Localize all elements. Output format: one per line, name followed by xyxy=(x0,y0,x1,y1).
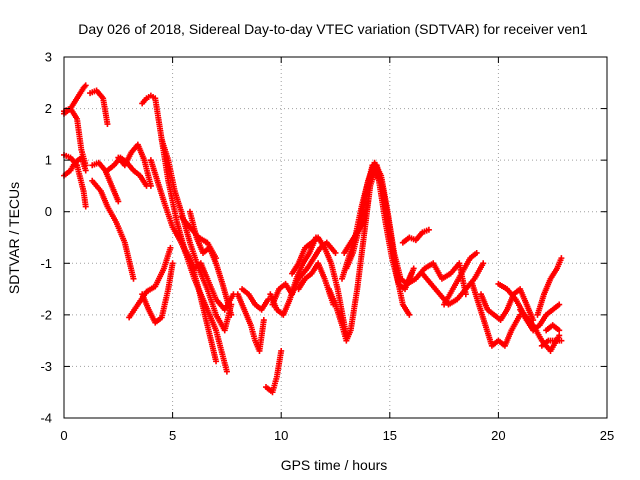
series-track-38 xyxy=(538,337,565,349)
chart-title: Day 026 of 2018, Sidereal Day-to-day VTE… xyxy=(78,21,588,37)
series-track-4 xyxy=(61,154,89,179)
data-point xyxy=(82,82,89,89)
series-track-27 xyxy=(343,162,415,293)
y-tick-label: -3 xyxy=(40,359,52,374)
data-point xyxy=(408,270,415,277)
series-track-28 xyxy=(341,198,372,256)
series-track-23 xyxy=(289,234,350,339)
data-point xyxy=(558,255,565,262)
y-tick-label: -1 xyxy=(40,256,52,271)
data-point xyxy=(480,260,487,267)
series-track-33 xyxy=(469,280,524,349)
data-point xyxy=(410,265,417,272)
data-point xyxy=(425,226,432,233)
y-axis-label: SDTVAR / TECUs xyxy=(6,182,22,294)
data-point xyxy=(169,260,176,267)
data-point xyxy=(473,249,480,256)
series-track-11 xyxy=(139,260,176,326)
y-tick-label: -2 xyxy=(40,307,52,322)
data-point xyxy=(558,337,565,344)
series-track-39 xyxy=(543,322,563,334)
series-track-31 xyxy=(419,260,487,308)
data-point xyxy=(260,317,267,324)
data-point xyxy=(82,203,89,210)
series-track-14 xyxy=(158,136,235,334)
series-track-37 xyxy=(534,255,565,318)
data-point xyxy=(104,121,111,128)
data-point xyxy=(167,244,174,251)
series-track-30 xyxy=(404,260,469,298)
series-track-32 xyxy=(441,249,480,308)
x-tick-label: 0 xyxy=(60,428,67,443)
axis-ticks: 0 5 10 15 20 25 -4 -3 -2 -1 0 1 2 3 xyxy=(40,50,614,444)
data-point xyxy=(115,198,122,205)
y-tick-label: 1 xyxy=(45,153,52,168)
series-track-9 xyxy=(115,141,154,189)
data-point xyxy=(147,182,154,189)
y-tick-label: 0 xyxy=(45,204,52,219)
series-track-7 xyxy=(89,177,137,282)
x-tick-label: 20 xyxy=(491,428,505,443)
series-track-10 xyxy=(126,244,174,321)
x-tick-label: 15 xyxy=(383,428,397,443)
series-track-29 xyxy=(399,226,432,246)
y-tick-label: -4 xyxy=(40,411,52,426)
x-tick-label: 25 xyxy=(600,428,614,443)
x-axis-label: GPS time / hours xyxy=(281,457,388,473)
data-point xyxy=(213,358,220,365)
data-point xyxy=(130,275,137,282)
data-point xyxy=(556,327,563,334)
data-point xyxy=(332,249,339,256)
series-track-15 xyxy=(173,229,237,313)
plot-frame xyxy=(63,56,608,419)
data-point xyxy=(556,301,563,308)
data-point xyxy=(223,368,230,375)
data-point xyxy=(556,332,563,339)
series-track-6 xyxy=(89,159,122,205)
data-point xyxy=(228,311,235,318)
data-point xyxy=(365,198,372,205)
data-point xyxy=(278,347,285,354)
series-track-20 xyxy=(262,347,285,396)
series-track-5 xyxy=(87,87,111,128)
x-tick-label: 5 xyxy=(169,428,176,443)
y-tick-label: 3 xyxy=(45,50,52,65)
data-point xyxy=(406,311,413,318)
series-track-19 xyxy=(239,286,272,313)
series-track-18 xyxy=(234,291,267,354)
x-tick-label: 10 xyxy=(274,428,288,443)
data-point xyxy=(82,167,89,174)
data-points xyxy=(61,82,565,396)
series-track-17 xyxy=(186,208,235,318)
series-track-36 xyxy=(517,301,563,334)
y-tick-label: 2 xyxy=(45,101,52,116)
